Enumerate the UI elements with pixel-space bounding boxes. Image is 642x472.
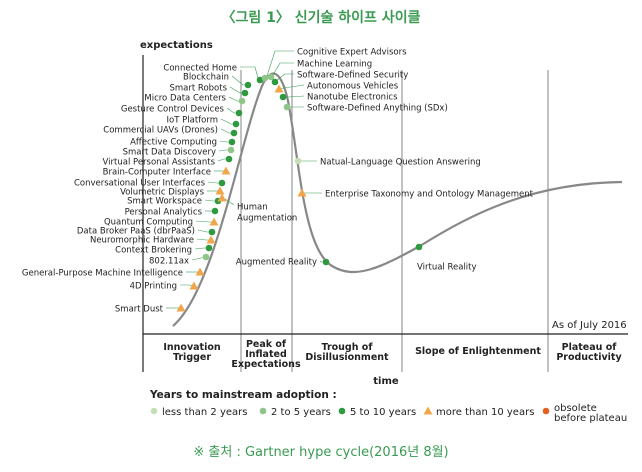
label-smart-robots: Smart Robots <box>170 84 228 94</box>
marker-volumetric-displays <box>215 186 225 195</box>
label-data-broker-paas-dbrpaas: Data Broker PaaS (dbrPaaS) <box>77 227 195 237</box>
leader-connected-home <box>240 66 261 81</box>
legend-label-obsolete: obsolete before plateau <box>554 403 627 424</box>
marker-general-purpose-machine-intelligence <box>195 267 205 276</box>
label-personal-analytics: Personal Analytics <box>125 208 203 218</box>
label-machine-learning: Machine Learning <box>297 60 372 70</box>
marker-802-11ax <box>202 253 210 261</box>
phase-plateau: Plateau of Productivity <box>556 342 622 363</box>
legend-label-5to10: 5 to 10 years <box>350 407 416 418</box>
figure-title: 〈그림 1〉 신기술 하이프 사이클 <box>222 9 421 26</box>
legend-label-lt2: less than 2 years <box>162 407 248 418</box>
label-augmented-reality: Augmented Reality <box>236 258 317 268</box>
label-smart-workspace: Smart Workspace <box>127 197 202 207</box>
marker-quantum-computing <box>209 217 219 226</box>
label-context-brokering: Context Brokering <box>115 246 192 256</box>
marker-natual-language-question-answering <box>294 157 302 165</box>
phase-innovation-trigger: Innovation Trigger <box>163 342 221 363</box>
label-affective-computing: Affective Computing <box>130 138 217 148</box>
label-iot-platform: IoT Platform <box>167 116 218 126</box>
marker-human-augmentation <box>217 193 227 202</box>
marker-commercial-uavs-drones <box>230 129 238 137</box>
marker-context-brokering <box>205 244 213 252</box>
marker-data-broker-paas-dbrpaas <box>208 228 216 236</box>
phase-slope: Slope of Enlightenment <box>415 346 541 357</box>
marker-software-defined-security <box>271 78 279 86</box>
marker-software-defined-anything-sdx <box>283 103 291 111</box>
label-commercial-uavs-drones: Commercial UAVs (Drones) <box>103 126 218 136</box>
leader-quantum-computing <box>195 220 214 223</box>
label-conversational-user-interfaces: Conversational User Interfaces <box>74 179 206 189</box>
marker-machine-learning <box>267 73 275 81</box>
label-connected-home: Connected Home <box>163 64 237 74</box>
marker-virtual-personal-assistants <box>225 155 233 163</box>
label-smart-data-discovery: Smart Data Discovery <box>123 148 216 158</box>
label-natual-language-question-answering: Natual-Language Question Answering <box>320 158 481 168</box>
label-volumetric-displays: Volumetric Displays <box>120 188 205 198</box>
label-software-defined-security: Software-Defined Security <box>297 71 408 81</box>
marker-personal-analytics <box>211 207 219 215</box>
marker-smart-data-discovery <box>227 146 235 154</box>
phase-peak: Peak of Inflated Expectations <box>231 339 301 370</box>
label-4d-printing: 4D Printing <box>130 282 177 292</box>
marker-smart-dust <box>176 303 186 312</box>
marker-brain-computer-interface <box>221 166 231 175</box>
label-software-defined-anything-sdx: Software-Defined Anything (SDx) <box>307 104 448 114</box>
marker-augmented-reality <box>322 258 330 266</box>
legend-swatch-5to10 <box>338 407 346 415</box>
marker-nanotube-electronics <box>279 93 287 101</box>
marker-autonomous-vehicles <box>274 84 284 93</box>
source-note: ※ 출처 : Gartner hype cycle(2016년 8월) <box>193 445 448 460</box>
label-cognitive-expert-advisors: Cognitive Expert Advisors <box>297 48 407 58</box>
y-axis-label: expectations <box>140 40 213 51</box>
label-neuromorphic-hardware: Neuromorphic Hardware <box>90 236 194 246</box>
phase-labels: Innovation Trigger Peak of Inflated Expectat… <box>163 339 622 370</box>
leader-machine-learning <box>270 62 294 78</box>
legend-swatch-obsolete <box>542 407 550 415</box>
as-of-label: As of July 2016 <box>552 320 627 331</box>
marker-gesture-control-devices <box>235 109 243 117</box>
axes <box>142 55 628 372</box>
marker-connected-home <box>256 76 264 84</box>
marker-4d-printing <box>189 281 199 290</box>
label-general-purpose-machine-intelligence: General-Purpose Machine Intelligence <box>22 269 183 279</box>
phase-trough: Trough of Disillusionment <box>305 342 389 363</box>
label-blockchain: Blockchain <box>183 73 229 83</box>
x-axis-label: time <box>373 376 399 387</box>
legend-swatch-gt10 <box>423 406 433 415</box>
label-smart-dust: Smart Dust <box>115 305 164 315</box>
label-nanotube-electronics: Nanotube Electronics <box>307 93 398 103</box>
label-quantum-computing: Quantum Computing <box>104 218 193 228</box>
label-micro-data-centers: Micro Data Centers <box>144 94 226 104</box>
label-802-11ax: 802.11ax <box>149 257 189 267</box>
marker-neuromorphic-hardware <box>206 235 216 244</box>
label-brain-computer-interface: Brain-Computer Interface <box>103 168 211 178</box>
hype-curve <box>172 72 623 327</box>
marker-micro-data-centers <box>238 97 246 105</box>
legend-swatch-lt2 <box>150 407 158 415</box>
marker-cognitive-expert-advisors <box>261 74 269 82</box>
legend-swatch-2to5 <box>259 407 267 415</box>
label-autonomous-vehicles: Autonomous Vehicles <box>307 82 399 92</box>
legend: less than 2 years 2 to 5 years 5 to 10 yea… <box>150 403 627 424</box>
technology-labels: Smart Dust 4D Printing General-Purpose Mac… <box>22 48 534 315</box>
technology-markers <box>176 73 423 312</box>
label-human-augmentation: Human Augmentation <box>237 203 297 224</box>
legend-title: Years to mainstream adoption : <box>149 389 337 401</box>
marker-smart-robots <box>241 89 249 97</box>
marker-virtual-reality <box>415 243 423 251</box>
label-virtual-personal-assistants: Virtual Personal Assistants <box>103 158 216 168</box>
marker-enterprise-taxonomy-and-ontology-management <box>297 188 307 197</box>
label-enterprise-taxonomy-and-ontology-management: Enterprise Taxonomy and Ontology Managem… <box>325 190 534 200</box>
marker-iot-platform <box>232 120 240 128</box>
marker-conversational-user-interfaces <box>218 179 226 187</box>
label-gesture-control-devices: Gesture Control Devices <box>121 105 225 115</box>
marker-affective-computing <box>228 138 236 146</box>
marker-blockchain <box>244 81 252 89</box>
legend-label-2to5: 2 to 5 years <box>271 407 331 418</box>
label-virtual-reality: Virtual Reality <box>417 263 477 273</box>
legend-label-gt10: more than 10 years <box>436 407 534 418</box>
